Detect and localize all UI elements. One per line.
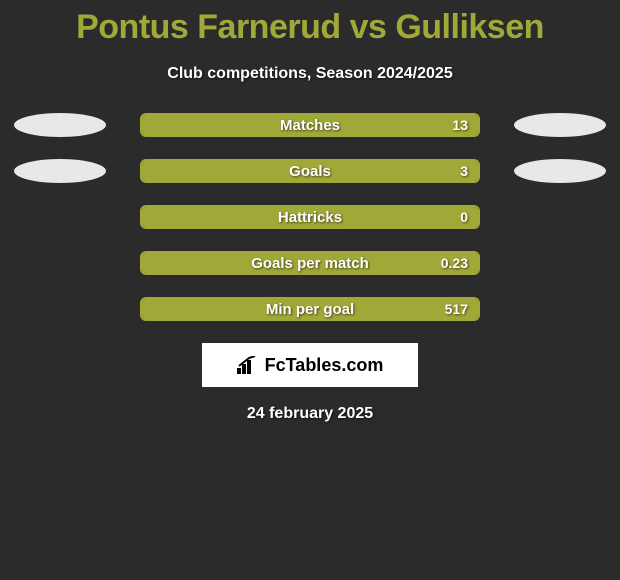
stat-label: Goals per match <box>142 255 478 272</box>
stat-value: 0.23 <box>441 255 468 271</box>
stat-bar: Hattricks0 <box>140 205 480 229</box>
stat-label: Goals <box>142 163 478 180</box>
stat-bar: Matches13 <box>140 113 480 137</box>
stat-row: Hattricks0 <box>0 205 620 229</box>
logo-text: FcTables.com <box>265 355 384 376</box>
stat-value: 517 <box>445 301 468 317</box>
stat-label: Matches <box>142 117 478 134</box>
chart-icon <box>237 356 259 374</box>
player-right-oval <box>514 159 606 183</box>
stat-row: Goals per match0.23 <box>0 251 620 275</box>
stats-container: Matches13 Goals3 Hattricks0 Goals per match… <box>0 113 620 321</box>
subtitle: Club competitions, Season 2024/2025 <box>0 65 620 83</box>
stat-bar: Min per goal517 <box>140 297 480 321</box>
stat-bar: Goals per match0.23 <box>140 251 480 275</box>
stat-value: 13 <box>452 117 468 133</box>
page-title: Pontus Farnerud vs Gulliksen <box>0 0 620 47</box>
stat-value: 0 <box>460 209 468 225</box>
player-left-oval <box>14 159 106 183</box>
stat-value: 3 <box>460 163 468 179</box>
date-text: 24 february 2025 <box>0 405 620 423</box>
fctables-logo[interactable]: FcTables.com <box>202 343 418 387</box>
stat-label: Hattricks <box>142 209 478 226</box>
player-right-oval <box>514 113 606 137</box>
stat-row: Min per goal517 <box>0 297 620 321</box>
stat-bar: Goals3 <box>140 159 480 183</box>
stat-row: Matches13 <box>0 113 620 137</box>
player-left-oval <box>14 113 106 137</box>
stat-row: Goals3 <box>0 159 620 183</box>
stat-label: Min per goal <box>142 301 478 318</box>
